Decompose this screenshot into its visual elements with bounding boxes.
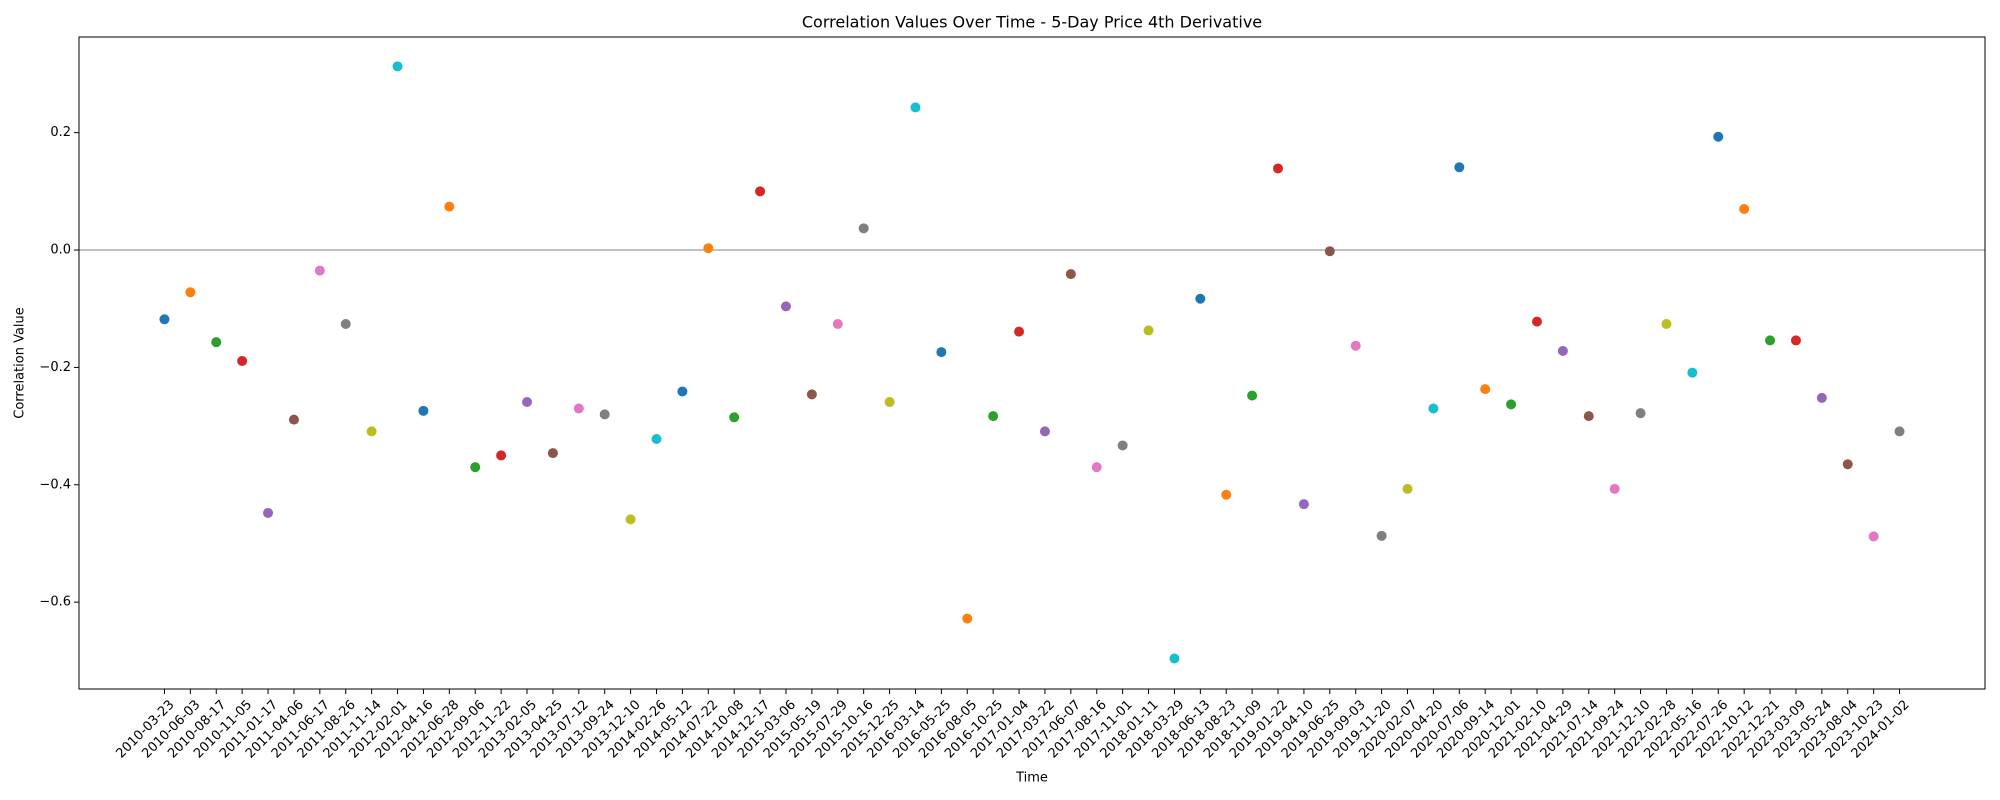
point [418, 405, 429, 416]
y-tick-label: 0.0 [50, 243, 71, 258]
point [910, 102, 921, 113]
point [522, 397, 533, 408]
point [780, 301, 791, 312]
point [1506, 399, 1517, 410]
point [1091, 462, 1102, 473]
point [1583, 411, 1594, 422]
point [547, 448, 558, 459]
point [1428, 403, 1439, 414]
point [1065, 269, 1076, 280]
y-tick-label: −0.4 [39, 477, 71, 492]
point [962, 613, 973, 624]
point [1402, 483, 1413, 494]
point [1531, 316, 1542, 327]
point [1661, 318, 1672, 329]
point [470, 462, 481, 473]
point [1143, 325, 1154, 336]
point [1117, 440, 1128, 451]
y-axis-label: Correlation Value [13, 307, 28, 419]
point [1195, 293, 1206, 304]
point [1376, 530, 1387, 541]
y-tick-label: −0.6 [39, 595, 71, 610]
point [1687, 367, 1698, 378]
point [1221, 489, 1232, 500]
point [1014, 326, 1025, 337]
point [832, 318, 843, 329]
point [1765, 335, 1776, 346]
point [1273, 163, 1284, 174]
point [1247, 390, 1258, 401]
point [703, 243, 714, 254]
point [729, 412, 740, 423]
point [1324, 246, 1335, 257]
point [314, 265, 325, 276]
point [1557, 345, 1568, 356]
point [237, 355, 248, 366]
point [677, 386, 688, 397]
point [755, 186, 766, 197]
x-axis-label: Time [1015, 771, 1048, 786]
point [159, 314, 170, 325]
point [185, 287, 196, 298]
y-tick-label: 0.2 [50, 125, 71, 140]
point [444, 201, 455, 212]
point [263, 507, 274, 518]
plot-frame [78, 36, 1986, 690]
point [1635, 408, 1646, 419]
point [599, 409, 610, 420]
point [1739, 203, 1750, 214]
point [806, 389, 817, 400]
point [1816, 392, 1827, 403]
point [936, 347, 947, 358]
point [1039, 426, 1050, 437]
point [1842, 459, 1853, 470]
point [288, 414, 299, 425]
point [211, 337, 222, 348]
point [1713, 131, 1724, 142]
point [1350, 340, 1361, 351]
point [651, 433, 662, 444]
chart-title: Correlation Values Over Time - 5-Day Pri… [802, 13, 1262, 32]
point [1298, 499, 1309, 510]
point [1169, 653, 1180, 664]
point [392, 61, 403, 72]
point [858, 223, 869, 234]
point [573, 403, 584, 414]
point [366, 426, 377, 437]
point [1454, 162, 1465, 173]
point [1609, 483, 1620, 494]
point [1480, 384, 1491, 395]
point [1894, 426, 1905, 437]
point [625, 514, 636, 525]
point [340, 318, 351, 329]
y-tick-label: −0.2 [39, 360, 71, 375]
point [1790, 335, 1801, 346]
point [1868, 531, 1879, 542]
point [884, 397, 895, 408]
point [496, 450, 507, 461]
point [988, 411, 999, 422]
